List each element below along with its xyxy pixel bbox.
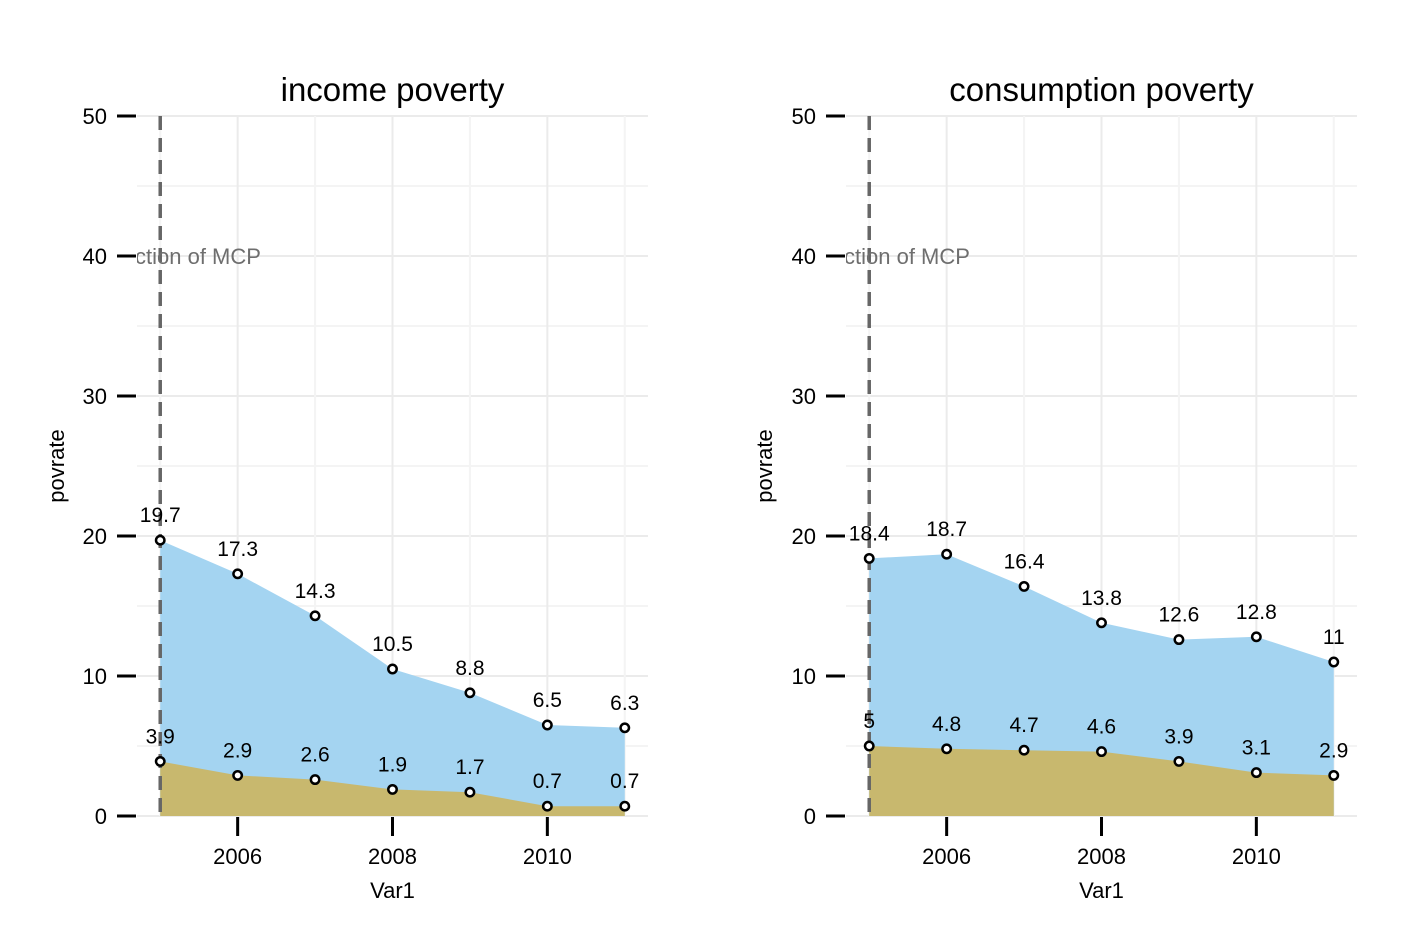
data-label: 12.8 — [1236, 601, 1277, 624]
data-label: 6.5 — [533, 689, 562, 712]
data-point — [1173, 634, 1185, 646]
y-tick-label: 20 — [792, 524, 816, 549]
data-point — [941, 548, 953, 560]
y-tick-label: 50 — [83, 104, 107, 129]
data-point — [1328, 769, 1340, 781]
x-tick-label: 2008 — [368, 844, 417, 869]
x-tick-label: 2010 — [1232, 844, 1281, 869]
x-axis-label: Var1 — [370, 878, 415, 903]
data-label: 18.7 — [926, 518, 967, 541]
data-label: 8.8 — [455, 657, 484, 680]
data-point — [1096, 746, 1107, 758]
data-label: 1.9 — [378, 753, 407, 776]
data-point — [464, 786, 476, 798]
data-point — [154, 755, 166, 767]
y-tick-label: 50 — [792, 104, 816, 129]
data-label: 0.7 — [610, 770, 639, 793]
y-axis-label: povrate — [44, 429, 69, 502]
data-point — [309, 774, 321, 786]
data-label: 3.9 — [146, 725, 175, 748]
y-tick-label: 40 — [83, 244, 107, 269]
data-point — [232, 568, 244, 580]
data-label: 4.6 — [1087, 716, 1116, 739]
data-label: 4.7 — [1009, 714, 1038, 737]
x-tick-label: 2006 — [213, 844, 262, 869]
data-label: 3.9 — [1164, 725, 1193, 748]
data-label: 0.7 — [533, 770, 562, 793]
y-tick-label: 30 — [83, 384, 107, 409]
y-tick-label: 20 — [83, 524, 107, 549]
data-point — [1173, 755, 1185, 767]
data-label: 19.7 — [140, 504, 181, 527]
annotation-label: ction of MCP — [844, 244, 970, 269]
data-point — [387, 783, 398, 795]
data-point — [941, 743, 953, 755]
chart-title: consumption poverty — [949, 71, 1254, 108]
y-tick-label: 40 — [792, 244, 816, 269]
y-tick-label: 10 — [83, 664, 107, 689]
data-label: 2.9 — [223, 739, 252, 762]
x-tick-label: 2008 — [1077, 844, 1126, 869]
data-label: 13.8 — [1081, 587, 1122, 610]
data-label: 2.6 — [300, 744, 329, 767]
data-label: 3.1 — [1242, 737, 1271, 760]
chart-panel-2: ction of MCP 18.4 18.7 16.4 13.8 12.6 12.8 11 5 4… — [752, 71, 1357, 903]
chart-title: income poverty — [281, 71, 505, 108]
data-point — [863, 552, 875, 564]
y-tick-label: 10 — [792, 664, 816, 689]
y-tick-label: 30 — [792, 384, 816, 409]
y-tick-label: 0 — [804, 804, 816, 829]
data-point — [387, 663, 398, 675]
data-label: 10.5 — [372, 633, 413, 656]
data-point — [541, 719, 553, 731]
x-axis-label: Var1 — [1079, 878, 1124, 903]
area-series-2 — [160, 761, 625, 816]
data-label: 5 — [863, 710, 875, 733]
data-label: 17.3 — [217, 538, 258, 561]
area-series-1 — [160, 540, 625, 816]
data-point — [1018, 580, 1030, 592]
y-axis-label: povrate — [752, 429, 777, 502]
data-point — [464, 687, 476, 699]
data-point — [619, 800, 631, 812]
data-point — [154, 534, 166, 546]
x-tick-label: 2010 — [523, 844, 572, 869]
data-point — [541, 800, 553, 812]
chart-panel-1: ction of MCP 19.7 17.3 14.3 10.5 8.8 6.5 6.3 3.9… — [44, 71, 648, 903]
data-label: 2.9 — [1319, 739, 1348, 762]
data-point — [1250, 631, 1262, 643]
data-label: 1.7 — [455, 756, 484, 779]
data-label: 6.3 — [610, 692, 639, 715]
data-point — [1328, 656, 1340, 668]
data-point — [232, 769, 244, 781]
data-point — [1096, 617, 1107, 629]
data-point — [1018, 744, 1030, 756]
data-label: 12.6 — [1158, 604, 1199, 627]
data-label: 11 — [1323, 626, 1345, 649]
data-point — [1250, 767, 1262, 779]
data-label: 16.4 — [1004, 550, 1045, 573]
area-series-2 — [869, 746, 1334, 816]
x-tick-label: 2006 — [922, 844, 971, 869]
data-label: 14.3 — [295, 580, 336, 603]
annotation-label: ction of MCP — [135, 244, 261, 269]
y-tick-label: 0 — [95, 804, 107, 829]
data-label: 4.8 — [932, 713, 961, 736]
data-point — [619, 722, 631, 734]
data-label: 18.4 — [849, 522, 890, 545]
data-point — [309, 610, 321, 622]
data-point — [863, 740, 875, 752]
